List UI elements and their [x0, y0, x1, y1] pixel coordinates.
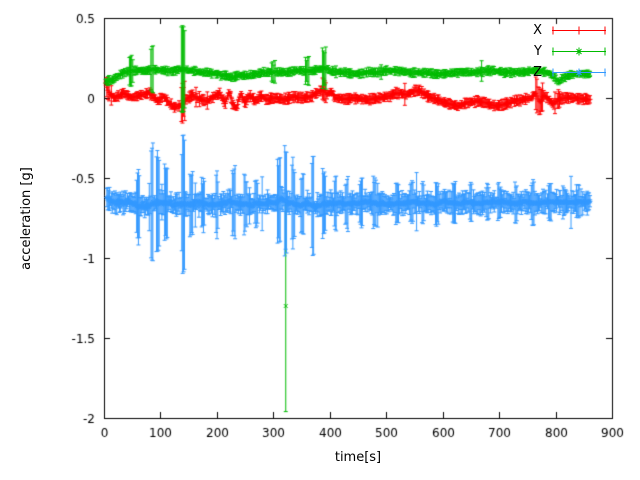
legend-sample-line	[552, 68, 606, 77]
legend-sample-line	[552, 26, 606, 35]
legend-label: Y	[534, 44, 542, 59]
legend-item-z: Z	[533, 62, 607, 83]
legend-label: Z	[533, 65, 542, 80]
legend-sample-line	[552, 47, 606, 56]
x-axis-label: time[s]	[334, 450, 382, 465]
legend-item-y: Y	[533, 41, 607, 62]
legend-item-x: X	[533, 20, 607, 41]
legend-label: X	[533, 23, 542, 38]
